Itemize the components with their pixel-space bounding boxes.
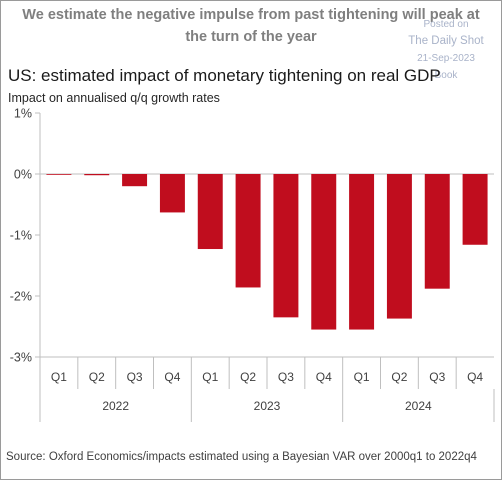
x-tick-label: Q3 (278, 370, 294, 384)
y-tick-label: 0% (14, 168, 32, 182)
year-label: 2024 (405, 399, 432, 413)
x-tick-label: Q4 (467, 370, 483, 384)
x-tick-label: Q2 (89, 370, 105, 384)
bar (273, 174, 299, 318)
watermark-extra: Book (434, 70, 458, 81)
bar (235, 174, 261, 288)
y-tick-label: -2% (10, 290, 32, 304)
y-tick-label: 1% (14, 107, 32, 121)
watermark-site: The Daily Shot (408, 35, 484, 47)
x-tick-label: Q1 (51, 370, 67, 384)
bar (122, 174, 148, 187)
year-label: 2022 (102, 399, 129, 413)
x-tick-label: Q1 (354, 370, 370, 384)
y-axis-label: Impact on annualised q/q growth rates (8, 91, 220, 105)
y-tick-label: -1% (10, 229, 32, 243)
bar (84, 174, 110, 176)
x-tick-label: Q2 (240, 370, 256, 384)
x-tick-label: Q1 (202, 370, 218, 384)
x-tick-label: Q2 (391, 370, 407, 384)
headline: We estimate the negative impulse from pa… (22, 7, 480, 45)
bar (349, 174, 375, 330)
watermark-posted-on: Posted on (423, 19, 469, 30)
watermark-date: 21-Sep-2023 (417, 53, 475, 64)
y-tick-label: -3% (10, 351, 32, 365)
year-label: 2023 (254, 399, 281, 413)
source-note: Source: Oxford Economics/impacts estimat… (6, 451, 477, 463)
x-tick-label: Q4 (164, 370, 180, 384)
bar (462, 174, 488, 245)
watermark: Posted on The Daily Shot 21-Sep-2023 Boo… (396, 16, 496, 84)
bar (424, 174, 450, 289)
bar (159, 174, 185, 213)
bar (197, 174, 223, 250)
x-tick-label: Q4 (316, 370, 332, 384)
x-tick-label: Q3 (127, 370, 143, 384)
bar (311, 174, 337, 330)
x-tick-label: Q3 (429, 370, 445, 384)
chart-title: US: estimated impact of monetary tighten… (8, 66, 441, 85)
bar (386, 174, 412, 319)
bar (46, 174, 72, 175)
